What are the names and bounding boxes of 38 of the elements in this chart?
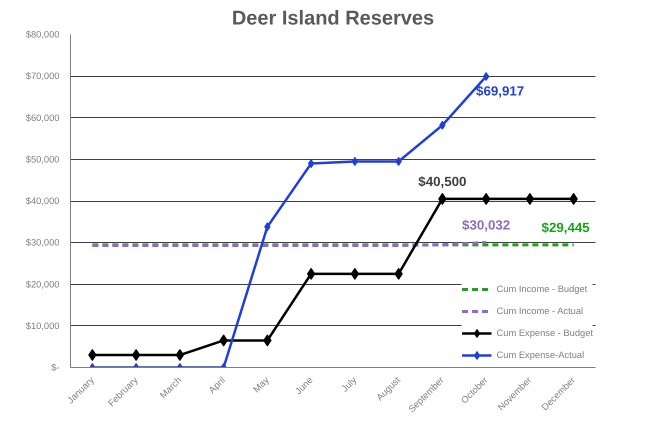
point xyxy=(88,349,97,362)
y-tick-label: $20,000 xyxy=(26,279,60,290)
y-tick-label: $30,000 xyxy=(26,238,60,248)
point xyxy=(308,159,314,168)
point xyxy=(438,192,447,205)
point xyxy=(439,120,446,130)
point xyxy=(569,192,578,205)
point xyxy=(176,349,184,362)
point xyxy=(395,156,402,166)
point xyxy=(306,268,316,280)
legend-label: Cum Income - Budget xyxy=(496,284,588,294)
point xyxy=(526,192,534,205)
point xyxy=(482,192,490,205)
x-tick-label: May xyxy=(251,374,272,394)
y-tick-label: $60,000 xyxy=(26,112,60,123)
y-tick-label: $50,000 xyxy=(26,154,60,164)
legend-label: Cum Income - Actual xyxy=(496,306,584,316)
annotation: $69,917 xyxy=(476,83,524,98)
point xyxy=(263,334,272,346)
point xyxy=(132,349,140,362)
y-tick-label: $- xyxy=(51,362,60,372)
legend-label: Cum Expense - Budget xyxy=(496,328,593,338)
y-tick-label: $80,000 xyxy=(26,30,60,40)
annotation: $30,032 xyxy=(462,217,510,232)
point xyxy=(219,334,228,346)
point xyxy=(394,268,403,280)
y-tick-label: $70,000 xyxy=(26,71,60,82)
legend-label: Cum Expense-Actual xyxy=(496,350,584,360)
y-tick-label: $40,000 xyxy=(26,196,60,206)
annotation: $40,500 xyxy=(418,174,466,189)
annotation: $29,445 xyxy=(542,220,590,235)
point xyxy=(350,268,360,280)
y-tick-label: $10,000 xyxy=(26,320,60,331)
point xyxy=(264,222,271,232)
x-tick-label: July xyxy=(340,374,359,394)
point xyxy=(352,156,358,166)
point xyxy=(482,72,490,81)
chart-title: Deer Island Reserves xyxy=(232,8,434,30)
